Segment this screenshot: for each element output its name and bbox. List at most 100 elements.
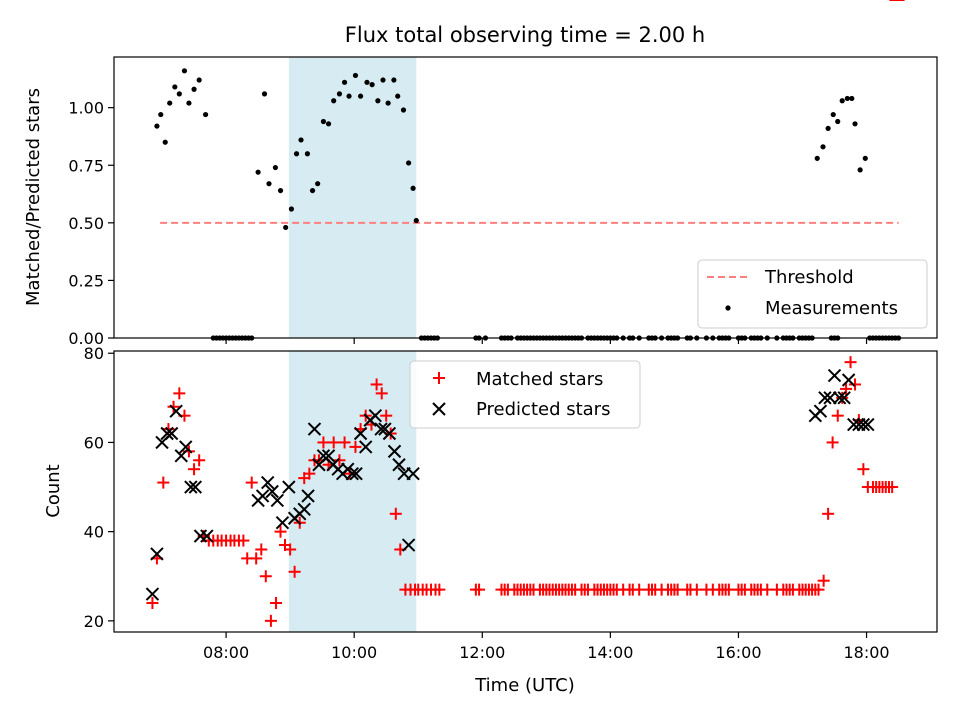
predicted-star-mark-b — [270, 493, 285, 508]
matched-star-point — [840, 382, 853, 395]
predicted-star-mark-b — [837, 391, 851, 405]
measurement-point — [391, 77, 397, 83]
predicted-star-mark-b — [832, 391, 847, 405]
predicted-star-point — [856, 417, 871, 432]
predicted-star-point — [392, 458, 406, 472]
predicted-star-point — [179, 440, 193, 454]
measurement-point — [255, 169, 261, 175]
matched-star-point — [274, 525, 287, 538]
predicted-star-mark-b — [145, 587, 160, 601]
matched-star-point — [333, 454, 346, 467]
measurement-point — [346, 93, 352, 99]
top-y-axis-label: Matched/Predicted stars — [23, 88, 44, 306]
measurement-point — [266, 181, 272, 187]
x-axis-label: Time (UTC) — [474, 675, 575, 696]
matched-star-point — [822, 507, 835, 520]
predicted-star-mark-b — [401, 538, 416, 552]
matched-star-point — [433, 583, 446, 596]
predicted-star-mark-b — [861, 417, 875, 432]
predicted-star-point — [861, 417, 875, 432]
predicted-star-mark-b — [174, 449, 188, 463]
legend-predicted-swatch — [432, 402, 446, 416]
measurement-point — [352, 72, 359, 79]
predicted-star-mark-b — [349, 466, 363, 481]
measurement-point — [315, 181, 321, 187]
predicted-star-mark-b — [150, 547, 164, 561]
predicted-star-mark-b — [382, 426, 397, 441]
matched-star-point — [886, 481, 899, 494]
matched-star-point — [270, 597, 283, 610]
predicted-star-mark-b — [316, 449, 331, 463]
x-tick-label: 18:00 — [843, 643, 889, 662]
predicted-star-point — [297, 502, 311, 517]
measurement-point — [380, 77, 386, 83]
measurement-point — [196, 77, 202, 83]
predicted-star-point — [174, 449, 188, 463]
legend-matched-label: Matched stars — [476, 369, 603, 390]
matched-star-point — [836, 391, 849, 404]
matched-star-point — [245, 476, 258, 489]
y-tick-label: 60 — [84, 433, 104, 452]
measurement-point — [320, 118, 327, 125]
matched-star-point — [167, 400, 180, 413]
y-tick-label: 0.75 — [68, 156, 104, 175]
predicted-star-mark-b — [200, 529, 214, 543]
predicted-star-point — [282, 480, 296, 494]
predicted-star-mark-b — [282, 480, 296, 494]
measurement-point — [181, 68, 188, 74]
predicted-star-point — [345, 466, 359, 481]
predicted-star-mark-b — [823, 391, 837, 405]
top-y-ticks: 0.00 0.25 0.50 0.75 1.00 — [68, 99, 114, 348]
predicted-star-point — [188, 480, 203, 494]
predicted-star-mark-b — [368, 408, 383, 423]
predicted-star-mark-b — [392, 458, 406, 472]
matched-star-point — [157, 476, 170, 489]
matched-star-point — [264, 614, 277, 627]
predicted-star-mark-b — [387, 444, 402, 459]
matched-star-point — [173, 387, 186, 400]
measurement-point — [272, 164, 278, 171]
measurement-point — [298, 137, 304, 143]
predicted-star-point — [353, 426, 368, 441]
x-tick-label: 10:00 — [331, 643, 377, 662]
predicted-star-mark-b — [353, 426, 368, 441]
matched-star-point — [317, 436, 330, 449]
top-highlight-window — [288, 57, 417, 338]
predicted-star-point — [374, 422, 388, 436]
x-tick-label: 08:00 — [203, 643, 249, 662]
predicted-star-mark-b — [179, 440, 193, 454]
predicted-star-point — [847, 417, 861, 432]
predicted-star-point — [382, 426, 397, 441]
predicted-star-mark-b — [345, 466, 359, 481]
predicted-star-mark-b — [164, 426, 179, 441]
predicted-star-mark-b — [261, 475, 275, 490]
y-tick-label: 0.00 — [68, 329, 104, 348]
predicted-star-mark-b — [255, 489, 270, 503]
predicted-star-mark-b — [406, 466, 420, 481]
matched-star-point — [349, 440, 362, 453]
predicted-star-point — [275, 516, 290, 530]
bottom-legend: Matched stars Predicted stars — [409, 360, 641, 429]
matched-star-point — [857, 463, 870, 476]
predicted-star-mark-b — [184, 480, 198, 494]
predicted-star-point — [169, 404, 183, 418]
measurement-point — [202, 111, 209, 118]
predicted-star-point — [307, 422, 322, 436]
x-tick-label: 14:00 — [587, 643, 633, 662]
predicted-star-mark-b — [841, 373, 856, 387]
matched-star-point — [284, 543, 297, 556]
y-tick-label: 40 — [84, 523, 104, 542]
matched-star-point — [380, 409, 393, 422]
predicted-star-point — [265, 484, 279, 499]
predicted-star-mark-b — [847, 417, 861, 432]
legend-measurements-label: Measurements — [765, 298, 898, 319]
measurement-point — [162, 139, 168, 145]
predicted-star-mark-b — [856, 417, 871, 432]
x-tick-label: 16:00 — [715, 643, 761, 662]
matched-star-point — [817, 574, 830, 587]
measurement-point — [357, 93, 364, 99]
measurement-point — [862, 155, 868, 161]
top-legend-box — [697, 259, 928, 329]
